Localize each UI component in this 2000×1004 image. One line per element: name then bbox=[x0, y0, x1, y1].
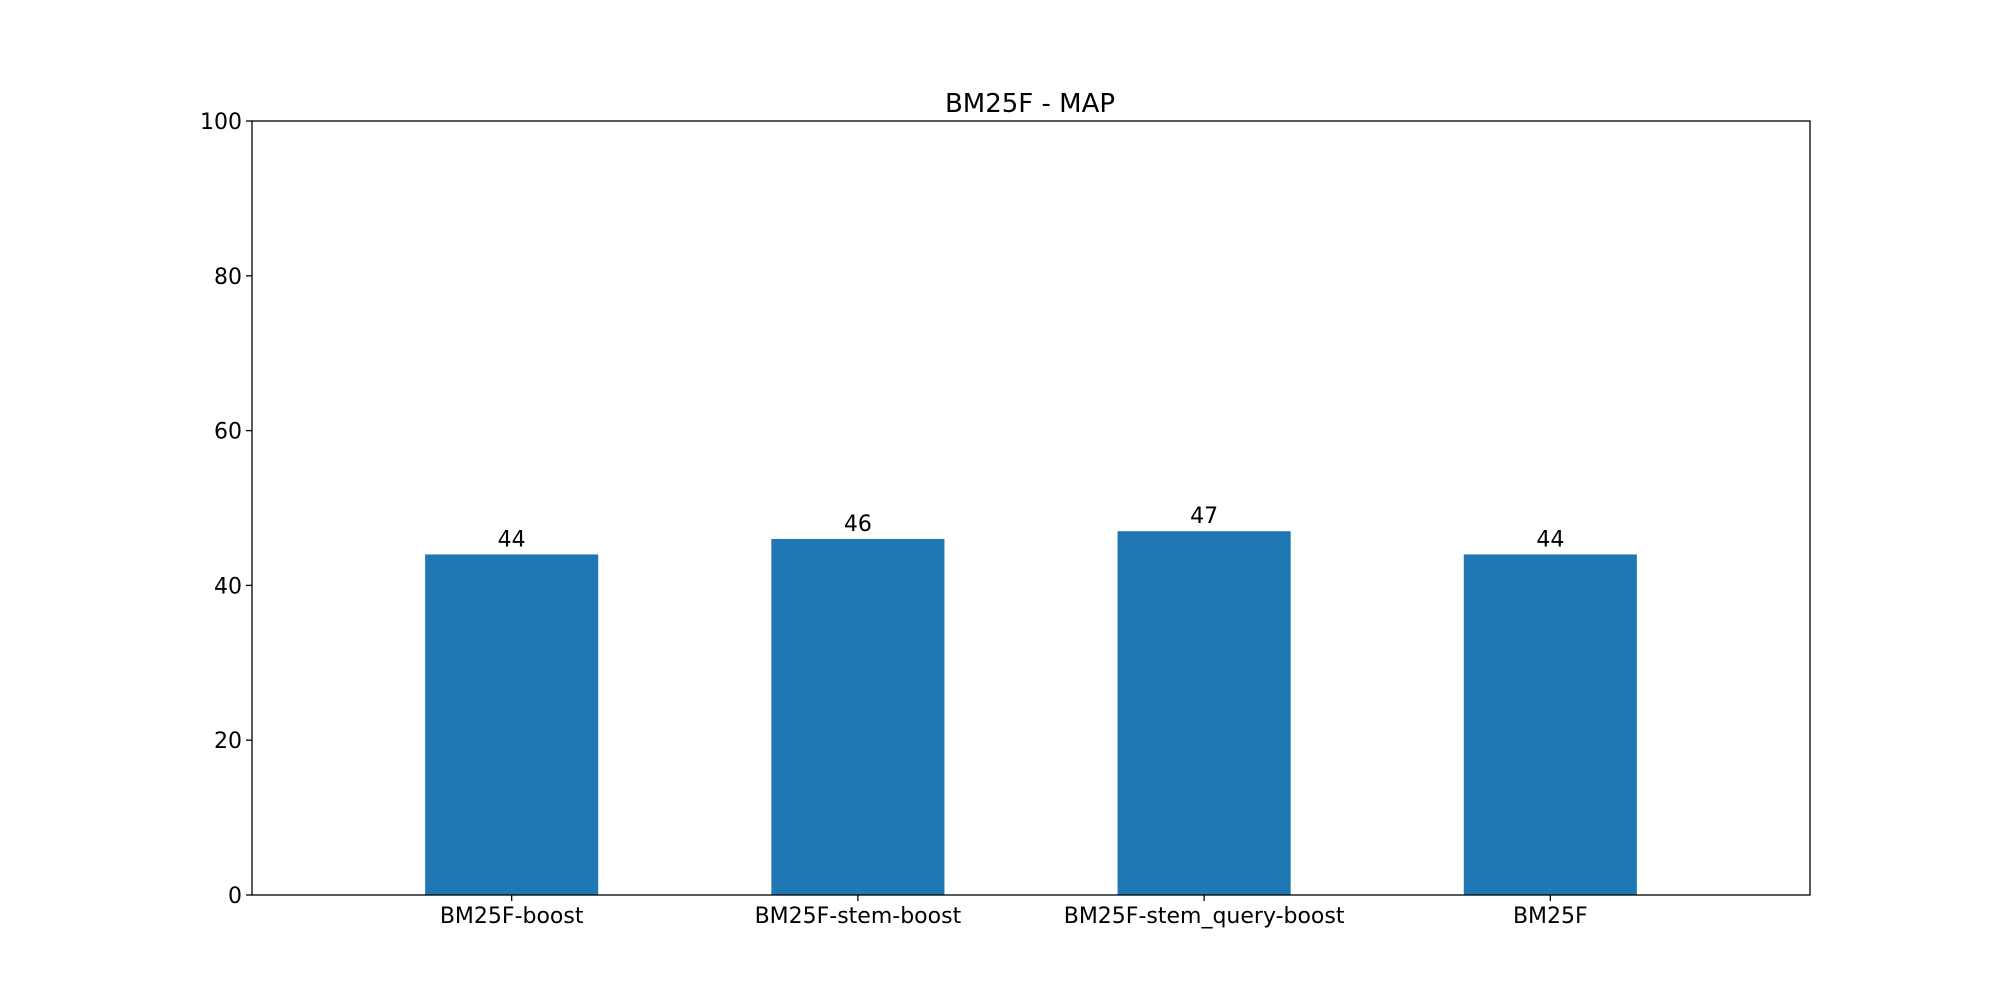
y-tick-label-3: 60 bbox=[214, 420, 242, 445]
x-tick-label-3: BM25F bbox=[1513, 904, 1588, 929]
x-tick-label-2: BM25F-stem_query-boost bbox=[1064, 904, 1345, 929]
bar-1 bbox=[771, 538, 945, 895]
bar-2 bbox=[1117, 531, 1291, 895]
y-tick-label-0: 0 bbox=[228, 884, 242, 909]
x-axis: BM25F-boost BM25F-stem-boost BM25F-stem_qu… bbox=[440, 895, 1588, 929]
data-label-2: 47 bbox=[1190, 504, 1218, 529]
bar-3 bbox=[1463, 554, 1637, 895]
y-tick-label-2: 40 bbox=[214, 574, 242, 599]
x-tick-label-0: BM25F-boost bbox=[440, 904, 584, 929]
plot-frame bbox=[251, 120, 1811, 896]
data-label-1: 46 bbox=[844, 512, 872, 537]
bar-0 bbox=[425, 554, 599, 895]
y-tick-label-1: 20 bbox=[214, 729, 242, 754]
x-tick-label-1: BM25F-stem-boost bbox=[755, 904, 962, 929]
data-label-0: 44 bbox=[498, 527, 526, 552]
y-axis: 0 20 40 60 80 100 bbox=[200, 110, 252, 909]
y-tick-label-5: 100 bbox=[200, 110, 242, 135]
bars-layer: 44 46 47 44 bbox=[425, 504, 1637, 895]
data-label-3: 44 bbox=[1536, 527, 1564, 552]
y-tick-label-4: 80 bbox=[214, 265, 242, 290]
chart-title: BM25F - MAP bbox=[945, 89, 1115, 119]
